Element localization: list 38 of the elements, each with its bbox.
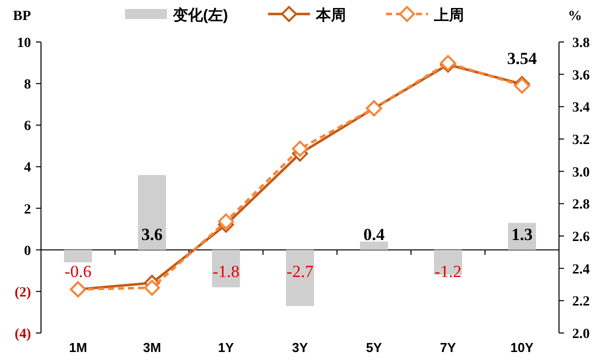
y2-tick-label: 3.2 [572,133,590,148]
y-axis-title: BP [13,9,32,24]
y2-tick-label: 2.0 [572,327,590,342]
y-tick-label: 2 [24,202,31,218]
data-label: 3.6 [141,224,163,244]
y2-tick-label: 2.4 [572,262,590,278]
y2-tick-label: 3.6 [572,68,590,84]
x-tick-label: 1M [68,340,88,355]
data-label: 3.54 [507,49,538,68]
data-label: -0.6 [64,262,92,281]
y-tick-label: 10 [17,36,31,51]
y-tick-label: 8 [24,78,31,93]
y2-axis-title: % [568,9,582,24]
legend-label: 本周 [315,7,346,24]
y-tick-label: 4 [24,160,31,176]
x-tick-label: 3Y [292,340,308,355]
x-tick-label: 5Y [366,340,382,355]
data-label: 1.3 [511,224,533,244]
data-label: 0.4 [363,224,386,244]
y2-tick-label: 3.8 [572,36,590,51]
data-label: -2.7 [286,262,314,281]
legend-label: 变化(左) [172,6,228,24]
y-tick-label: (4) [14,327,32,342]
x-tick-label: 1Y [218,340,234,355]
x-tick-label: 10Y [510,340,534,355]
y-tick-label: (2) [14,285,32,300]
y2-tick-label: 2.2 [572,294,590,310]
y2-tick-label: 3.0 [572,165,590,180]
y-tick-label: 0 [24,244,31,259]
y-tick-label: 6 [24,119,31,134]
y2-tick-label: 2.6 [572,230,590,245]
x-tick-label: 3M [142,340,162,355]
legend-label: 上周 [433,7,464,24]
y2-tick-label: 3.4 [572,100,590,116]
data-label: -1.2 [434,262,462,281]
x-tick-label: 7Y [440,340,456,355]
data-label: -1.8 [212,262,240,281]
y2-tick-label: 2.8 [572,198,590,213]
